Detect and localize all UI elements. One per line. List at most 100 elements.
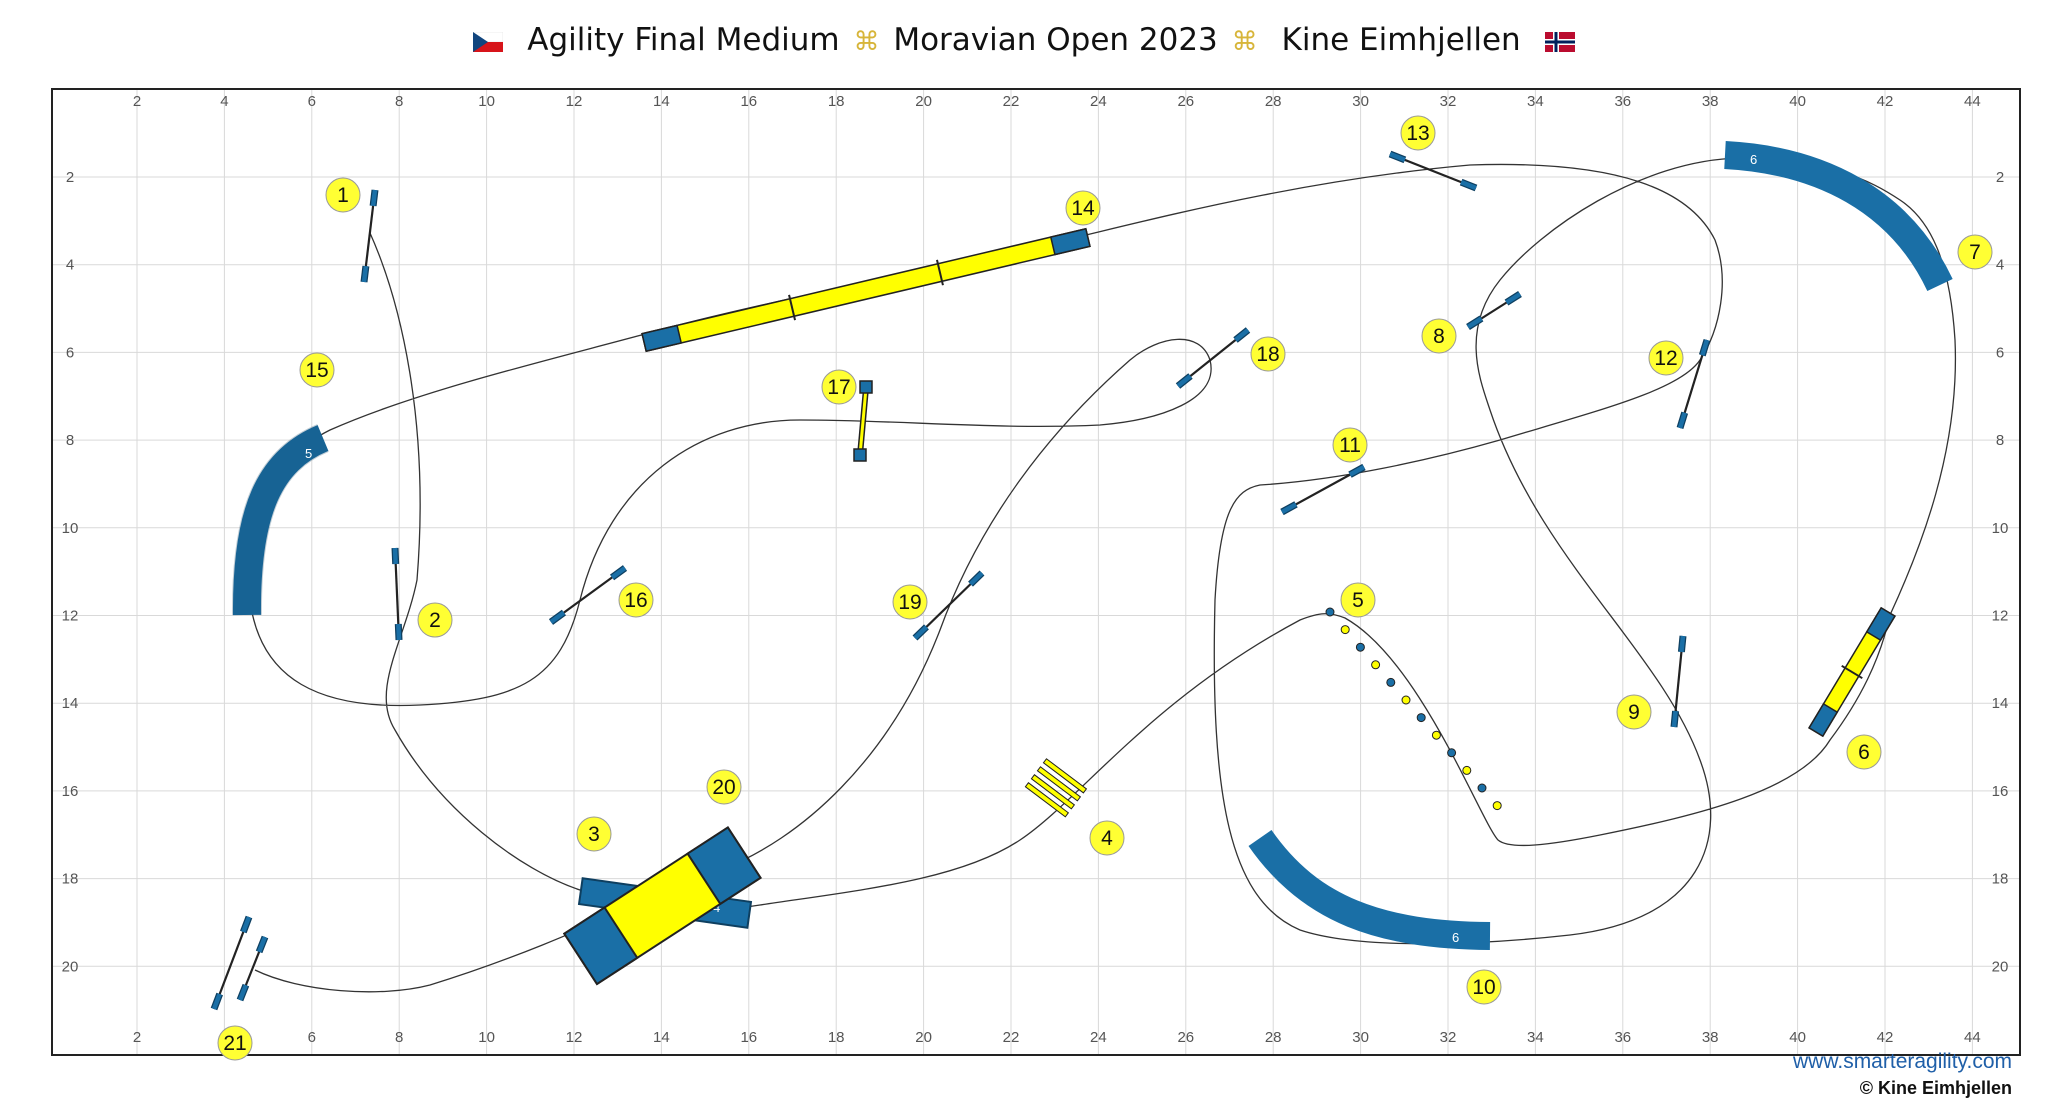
obstacle-number-12: 12 (1648, 340, 1684, 376)
x-tick-top: 6 (308, 93, 316, 110)
weave-poles (1325, 607, 1502, 811)
weave-pole (1447, 748, 1457, 758)
x-tick-top: 30 (1352, 93, 1369, 110)
x-tick-bottom: 42 (1877, 1029, 1894, 1046)
x-tick-bottom: 36 (1614, 1029, 1631, 1046)
weave-pole (1462, 765, 1472, 775)
x-tick-bottom: 28 (1265, 1029, 1282, 1046)
obstacle-number-2: 2 (417, 602, 453, 638)
czech-flag-icon (473, 31, 504, 52)
x-tick-top: 16 (740, 93, 757, 110)
x-tick-top: 42 (1877, 93, 1894, 110)
svg-text:2: 2 (429, 609, 441, 632)
svg-text:7: 7 (1969, 241, 1981, 264)
x-tick-top: 14 (653, 93, 670, 110)
x-tick-bottom: 18 (828, 1029, 845, 1046)
y-tick-right: 4 (1996, 257, 2004, 274)
obstacle-number-4: 4 (1089, 820, 1125, 856)
x-tick-bottom: 2 (133, 1029, 141, 1046)
x-tick-top: 20 (915, 93, 932, 110)
title-competition: Moravian Open 2023 (893, 22, 1218, 58)
obstacle-number-5: 5 (1340, 582, 1376, 618)
x-tick-bottom: 14 (653, 1029, 670, 1046)
x-tick-top: 4 (220, 93, 228, 110)
x-tick-bottom: 20 (915, 1029, 932, 1046)
x-tick-top: 36 (1614, 93, 1631, 110)
weave-pole (1416, 713, 1426, 723)
jump (912, 570, 985, 641)
seesaw (1808, 606, 1896, 738)
obstacle-number-21: 21 (217, 1025, 253, 1061)
svg-text:12: 12 (1654, 347, 1677, 370)
jump (1466, 291, 1522, 330)
x-tick-bottom: 8 (395, 1029, 403, 1046)
course-title: Agility Final Medium ⌘ Moravian Open 202… (0, 22, 2048, 58)
x-tick-top: 8 (395, 93, 403, 110)
x-tick-bottom: 10 (478, 1029, 495, 1046)
x-tick-top: 44 (1964, 93, 1981, 110)
svg-text:20: 20 (712, 776, 735, 799)
y-tick-left: 20 (62, 958, 79, 975)
x-tick-top: 28 (1265, 93, 1282, 110)
x-tick-bottom: 32 (1440, 1029, 1457, 1046)
y-tick-left: 6 (66, 344, 74, 361)
y-tick-right: 14 (1992, 695, 2009, 712)
weave-pole (1371, 660, 1381, 670)
y-tick-right: 8 (1996, 432, 2004, 449)
x-tick-top: 12 (566, 93, 583, 110)
footer-url[interactable]: www.smarteragility.com (1793, 1050, 2012, 1073)
tunnel-5 (232, 425, 329, 616)
obstacle-number-19: 19 (892, 584, 928, 620)
y-tick-left: 10 (62, 520, 79, 537)
y-tick-right: 20 (1992, 958, 2009, 975)
svg-text:15: 15 (305, 359, 328, 382)
obstacle-number-9: 9 (1616, 694, 1652, 730)
x-tick-bottom: 38 (1702, 1029, 1719, 1046)
arena-border (51, 88, 2021, 1056)
champagne-glasses-icon: ⌘ (1231, 27, 1258, 57)
title-event: Agility Final Medium (527, 22, 840, 58)
x-tick-bottom: 26 (1177, 1029, 1194, 1046)
obstacle-number-16: 16 (618, 582, 654, 618)
y-tick-left: 4 (66, 257, 74, 274)
weave-pole (1477, 783, 1487, 793)
axis-ticks: 2244668810101212141416161818202022222424… (62, 93, 2009, 1046)
obstacle-number-8: 8 (1421, 318, 1457, 354)
x-tick-bottom: 16 (740, 1029, 757, 1046)
obstacle-number-18: 18 (1250, 336, 1286, 372)
x-tick-bottom: 44 (1964, 1029, 1981, 1046)
x-tick-bottom: 12 (566, 1029, 583, 1046)
obstacle-number-3: 3 (576, 816, 612, 852)
obstacle-number-7: 7 (1957, 234, 1993, 270)
weave-pole (1386, 677, 1396, 687)
svg-text:6: 6 (1858, 741, 1870, 764)
obstacle-number-15: 15 (299, 352, 335, 388)
weave-pole (1401, 695, 1411, 705)
svg-text:9: 9 (1628, 701, 1640, 724)
y-tick-right: 12 (1992, 608, 2009, 625)
norway-flag-icon (1544, 31, 1575, 52)
svg-text:17: 17 (827, 376, 850, 399)
y-tick-left: 2 (66, 169, 74, 186)
jump (236, 935, 269, 1002)
svg-text:3: 3 (588, 823, 600, 846)
tunnel-6-top (1724, 141, 1953, 292)
x-tick-bottom: 24 (1090, 1029, 1107, 1046)
svg-text:18: 18 (1256, 343, 1279, 366)
svg-text:1: 1 (337, 184, 349, 207)
jump (1280, 463, 1366, 516)
tunnel-4-label: 4 (713, 900, 720, 915)
y-tick-left: 14 (62, 695, 79, 712)
y-tick-right: 18 (1992, 871, 2009, 888)
jump (360, 189, 379, 283)
dog-walk (641, 227, 1091, 353)
x-tick-bottom: 30 (1352, 1029, 1369, 1046)
y-tick-right: 16 (1992, 783, 2009, 800)
x-tick-top: 24 (1090, 93, 1107, 110)
x-tick-top: 34 (1527, 93, 1544, 110)
x-tick-bottom: 40 (1789, 1029, 1806, 1046)
obstacle-number-14: 14 (1065, 190, 1101, 226)
y-tick-right: 6 (1996, 344, 2004, 361)
y-tick-right: 10 (1992, 520, 2009, 537)
